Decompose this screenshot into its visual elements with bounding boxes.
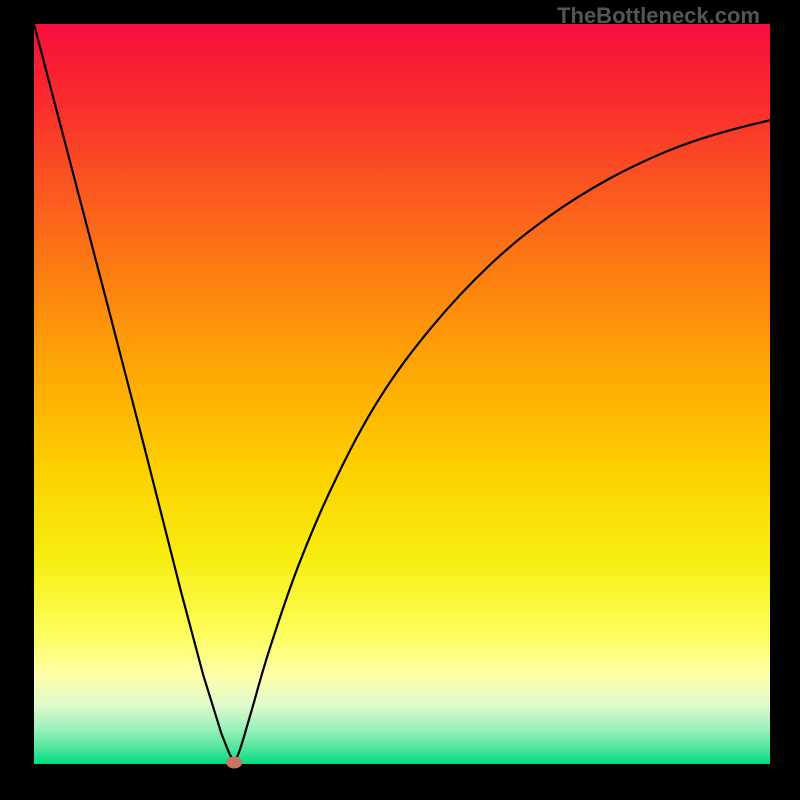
- chart-container: TheBottleneck.com: [0, 0, 800, 800]
- minimum-marker: [226, 757, 242, 769]
- chart-svg: [0, 0, 800, 800]
- bottleneck-curve: [34, 24, 770, 763]
- plot-background: [34, 24, 770, 764]
- watermark-text: TheBottleneck.com: [557, 3, 760, 29]
